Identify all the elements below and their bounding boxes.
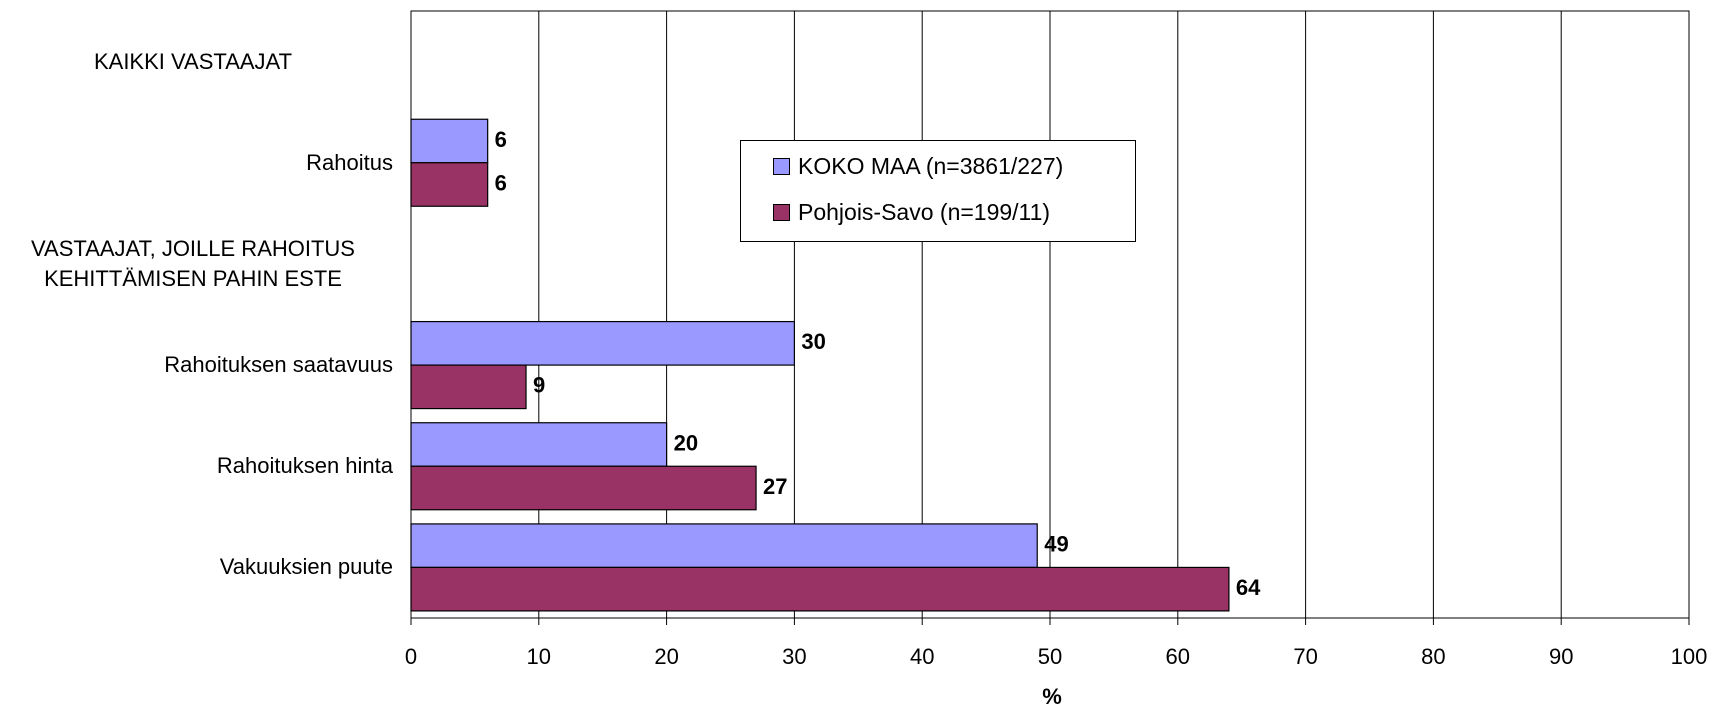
legend-swatch xyxy=(773,204,790,221)
x-tick-label: 60 xyxy=(1166,644,1190,669)
x-tick-label: 20 xyxy=(654,644,678,669)
bar xyxy=(410,364,527,410)
x-tick-label: 50 xyxy=(1038,644,1062,669)
y-tick-label: Vakuuksien puute xyxy=(219,554,393,580)
legend: KOKO MAA (n=3861/227) Pohjois-Savo (n=199… xyxy=(740,140,1136,242)
bar xyxy=(410,118,489,164)
legend-label: Pohjois-Savo (n=199/11) xyxy=(798,199,1051,225)
bar xyxy=(410,566,1230,612)
data-label: 6 xyxy=(495,127,507,152)
x-tick-label: 30 xyxy=(782,644,806,669)
bar xyxy=(410,523,1038,569)
bar xyxy=(410,320,795,366)
bar xyxy=(410,465,757,511)
bar xyxy=(410,162,489,207)
legend-swatch xyxy=(773,158,790,175)
data-label: 27 xyxy=(763,474,787,499)
y-tick-label: Rahoituksen saatavuus xyxy=(164,352,393,378)
data-label: 49 xyxy=(1044,531,1068,556)
data-label: 20 xyxy=(674,430,698,455)
y-tick-label: VASTAAJAT, JOILLE RAHOITUS KEHITTÄMISEN … xyxy=(31,235,355,291)
data-label: 9 xyxy=(533,373,545,398)
y-tick-label: Rahoituksen hinta xyxy=(216,453,393,479)
x-axis-label: % xyxy=(1042,684,1062,709)
x-tick-label: 40 xyxy=(910,644,934,669)
x-tick-label: 70 xyxy=(1293,644,1317,669)
legend-label: KOKO MAA (n=3861/227) xyxy=(798,153,1064,179)
y-tick-label: Rahoitus xyxy=(306,149,393,175)
y-tick-label: KAIKKI VASTAAJAT xyxy=(93,48,293,74)
x-tick-label: 10 xyxy=(527,644,551,669)
data-label: 64 xyxy=(1236,575,1261,600)
x-tick-label: 90 xyxy=(1549,644,1573,669)
x-tick-label: 80 xyxy=(1421,644,1445,669)
data-label: 6 xyxy=(495,170,507,195)
legend-item: KOKO MAA (n=3861/227) xyxy=(773,153,1063,180)
bar xyxy=(410,422,668,467)
data-label: 30 xyxy=(801,329,825,354)
x-tick-label: 100 xyxy=(1671,644,1708,669)
x-tick-label: 0 xyxy=(405,644,417,669)
legend-item: Pohjois-Savo (n=199/11) xyxy=(773,199,1050,226)
